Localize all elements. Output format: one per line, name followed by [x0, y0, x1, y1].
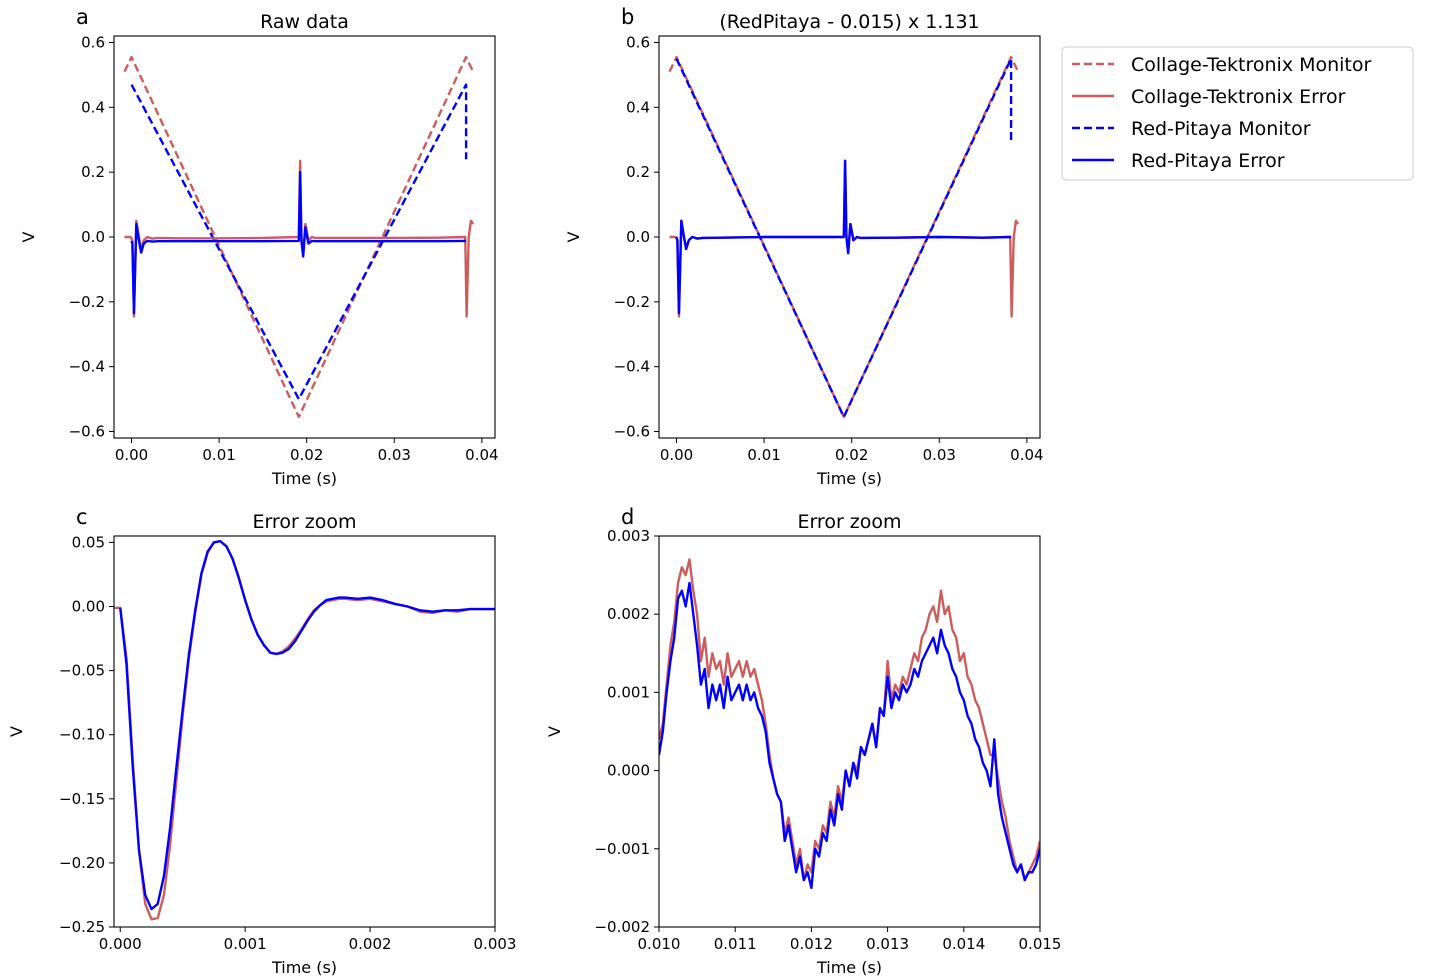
panel-letter: b	[621, 5, 634, 29]
x-tick-label: 0.00	[660, 446, 693, 464]
series-group	[668, 55, 1020, 419]
y-tick-label: −0.15	[59, 790, 105, 808]
y-tick-label: −0.20	[59, 854, 105, 872]
y-axis-label: V	[19, 231, 38, 242]
panel-a: 0.00 0.01 0.02 0.03 0.04 −0.6 −0.4 −0.2 0.0 0.2 0.…	[19, 5, 499, 488]
legend: Collage-Tektronix Monitor Collage-Tektron…	[1061, 46, 1414, 181]
chart-title: Error zoom	[252, 511, 356, 533]
y-tick-label: −0.2	[69, 293, 105, 311]
legend-frame	[1061, 46, 1414, 181]
legend-entry-label: Collage-Tektronix Error	[1131, 86, 1346, 108]
chart-title: Error zoom	[797, 511, 901, 533]
y-tick-label: 0.2	[626, 163, 650, 181]
x-tick-label: 0.011	[714, 935, 757, 953]
panels-group: 0.00 0.01 0.02 0.03 0.04 −0.6 −0.4 −0.2 0.0 0.2 0.…	[7, 5, 1061, 977]
x-tick-label: 0.02	[835, 446, 868, 464]
chart-title: Raw data	[260, 11, 349, 33]
x-tick-label: 0.000	[99, 935, 142, 953]
y-tick-label: 0.001	[607, 683, 650, 701]
x-tick-label: 0.00	[115, 446, 148, 464]
x-tick-label: 0.010	[638, 935, 681, 953]
panel-letter: d	[621, 505, 634, 529]
series-group	[123, 55, 475, 419]
y-tick-label: 0.4	[626, 98, 650, 116]
x-tick-label: 0.014	[942, 935, 985, 953]
y-tick-label: 0.6	[626, 33, 650, 51]
legend-entry-label: Red-Pitaya Error	[1131, 150, 1285, 172]
axes-frame	[658, 535, 1041, 928]
panel-d: 0.010 0.011 0.012 0.013 0.014 0.015 −0.002 −0.0…	[545, 505, 1061, 977]
x-tick-label: 0.04	[1010, 446, 1043, 464]
panel-letter: c	[76, 505, 88, 529]
y-tick-label: 0.00	[72, 598, 105, 616]
y-tick-label: 0.003	[607, 527, 650, 545]
series-line-red-pitaya-error	[675, 159, 1012, 315]
x-axis-label: Time (s)	[271, 958, 337, 977]
y-tick-label: −0.001	[594, 840, 650, 858]
y-tick-label: 0.05	[72, 533, 105, 551]
y-tick-label: 0.4	[81, 98, 105, 116]
x-axis-label: Time (s)	[271, 469, 337, 488]
y-tick-label: −0.10	[59, 726, 105, 744]
series-line-collage-tektronix-error	[659, 558, 1040, 882]
y-tick-label: 0.0	[626, 228, 650, 246]
y-tick-label: 0.6	[81, 33, 105, 51]
x-tick-label: 0.012	[790, 935, 833, 953]
y-tick-label: 0.0	[81, 228, 105, 246]
y-axis-label: V	[545, 726, 564, 737]
x-tick-label: 0.04	[465, 446, 498, 464]
chart-title: (RedPitaya - 0.015) x 1.131	[719, 11, 979, 33]
y-tick-label: −0.6	[69, 423, 105, 441]
x-tick-label: 0.03	[923, 446, 956, 464]
panel-b: 0.00 0.01 0.02 0.03 0.04 −0.6 −0.4 −0.2 0.0 0.2 0.…	[564, 5, 1044, 488]
x-tick-label: 0.013	[866, 935, 909, 953]
series-line-collage-tektronix-monitor	[123, 55, 475, 419]
series-group	[659, 558, 1040, 890]
series-line-red-pitaya-error	[659, 581, 1040, 890]
y-tick-label: −0.05	[59, 662, 105, 680]
x-tick-label: 0.015	[1019, 935, 1062, 953]
x-axis-label: Time (s)	[816, 469, 882, 488]
y-tick-label: −0.002	[594, 918, 650, 936]
axes-frame	[113, 535, 496, 928]
y-tick-label: −0.4	[614, 358, 650, 376]
panel-c: 0.000 0.001 0.002 0.003 −0.25 −0.20 −0.15 −0.10…	[7, 505, 516, 977]
x-tick-label: 0.03	[378, 446, 411, 464]
y-tick-label: −0.2	[614, 293, 650, 311]
legend-entry-label: Red-Pitaya Monitor	[1131, 118, 1311, 140]
y-tick-label: 0.000	[607, 762, 650, 780]
series-line-collage-tektronix-error	[114, 539, 495, 921]
y-tick-label: 0.002	[607, 605, 650, 623]
y-tick-label: −0.6	[614, 423, 650, 441]
y-tick-label: −0.4	[69, 358, 105, 376]
x-tick-label: 0.001	[224, 935, 267, 953]
y-tick-label: −0.25	[59, 918, 105, 936]
x-tick-label: 0.01	[202, 446, 235, 464]
x-tick-label: 0.02	[290, 446, 323, 464]
panel-letter: a	[76, 5, 89, 29]
y-axis-label: V	[7, 726, 26, 737]
legend-entry-label: Collage-Tektronix Monitor	[1131, 54, 1372, 76]
y-axis-label: V	[564, 231, 583, 242]
x-axis-label: Time (s)	[816, 958, 882, 977]
x-tick-label: 0.002	[349, 935, 392, 953]
series-group	[114, 539, 495, 921]
y-tick-label: 0.2	[81, 163, 105, 181]
x-tick-label: 0.01	[747, 446, 780, 464]
series-line-red-pitaya-error	[130, 170, 467, 315]
series-line-collage-tektronix-monitor	[668, 55, 1020, 419]
series-line-red-pitaya-error	[119, 539, 495, 911]
x-tick-label: 0.003	[474, 935, 517, 953]
